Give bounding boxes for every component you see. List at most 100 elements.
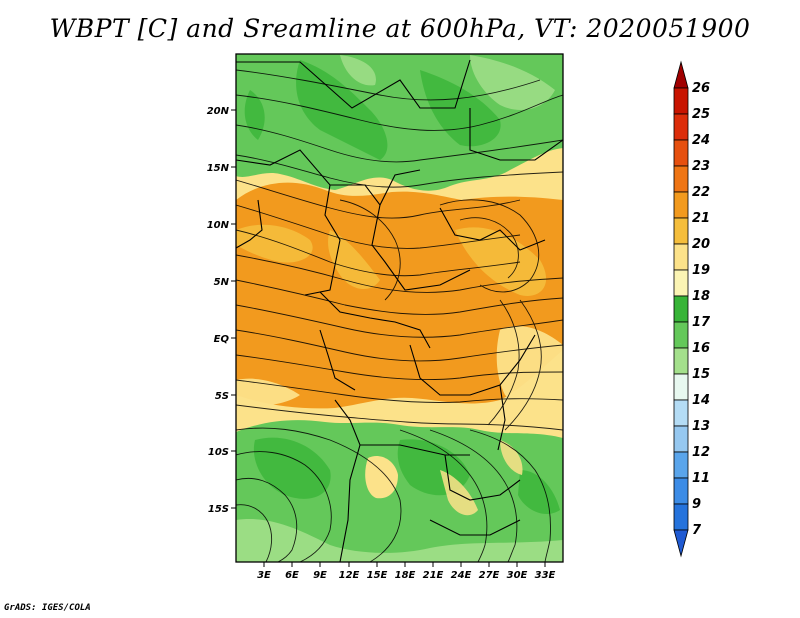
lon-tick-label: 27E xyxy=(479,570,500,581)
streamline xyxy=(236,69,541,101)
streamline xyxy=(236,279,563,315)
lat-axis: 20N 15N 10N 5N EQ 5S 10S 15S xyxy=(207,106,236,515)
wbpt-field xyxy=(236,54,563,562)
streamline xyxy=(236,404,563,431)
lon-tick: 9E xyxy=(313,562,327,581)
border-line xyxy=(497,384,506,451)
colorbar-block xyxy=(673,165,689,193)
border-line xyxy=(236,59,471,109)
lat-tick-label: 15N xyxy=(207,163,230,174)
lon-tick-label: 21E xyxy=(423,570,444,581)
streamline xyxy=(236,154,563,188)
colorbar-block xyxy=(673,321,689,349)
colorbar-labels: 26 25 24 23 22 21 20 19 18 17 16 15 14 1… xyxy=(692,81,711,538)
colorbar-blocks xyxy=(673,60,689,558)
lat-tick: 20N xyxy=(207,106,236,117)
colorbar-block xyxy=(673,425,689,453)
colorbar-block xyxy=(673,347,689,375)
lon-tick-label: 12E xyxy=(339,570,360,581)
lat-tick: EQ xyxy=(214,334,236,345)
border-line xyxy=(469,108,563,161)
streamline xyxy=(236,124,563,163)
lon-tick-label: 15E xyxy=(367,570,388,581)
streamline xyxy=(236,451,332,562)
lon-tick-label: 6E xyxy=(285,570,299,581)
colorbar-block xyxy=(673,113,689,141)
lon-tick: 30E xyxy=(507,562,528,581)
streamlines xyxy=(236,69,563,562)
colorbar-block xyxy=(673,243,689,271)
field-south-darkgreen xyxy=(253,437,560,515)
grads-credit: GrADS: IGES/COLA xyxy=(4,603,91,613)
colorbar-label: 13 xyxy=(692,419,710,434)
colorbar-block xyxy=(673,503,689,531)
lon-axis: 3E 6E 9E 12E 15E 18E 21E 24E 27E 30E 33E xyxy=(257,562,556,581)
lon-tick-label: 33E xyxy=(535,570,556,581)
streamline xyxy=(236,504,273,562)
colorbar-label: 18 xyxy=(692,289,710,304)
colorbar-label: 19 xyxy=(692,263,710,278)
border-line xyxy=(439,207,546,251)
streamline xyxy=(236,204,521,249)
border-line xyxy=(319,291,431,349)
map-title: WBPT [C] and Sreamline at 600hPa, VT: 20… xyxy=(49,14,751,43)
streamline xyxy=(459,217,519,279)
colorbar-label: 14 xyxy=(692,393,710,408)
colorbar-block xyxy=(673,295,689,323)
border-line xyxy=(444,454,521,501)
lon-tick: 21E xyxy=(423,562,444,581)
border-line xyxy=(304,184,341,296)
lat-tick-label: EQ xyxy=(214,334,230,345)
lon-tick: 18E xyxy=(395,562,416,581)
streamline xyxy=(236,379,563,403)
lon-tick: 3E xyxy=(257,562,271,581)
streamline xyxy=(236,354,563,381)
colorbar-label: 26 xyxy=(692,81,710,96)
lat-tick-label: 5S xyxy=(215,391,229,402)
lat-tick: 15N xyxy=(207,163,236,174)
lon-tick-label: 24E xyxy=(451,570,472,581)
lon-tick-label: 9E xyxy=(313,570,327,581)
colorbar-block xyxy=(673,529,689,558)
lat-tick: 5S xyxy=(215,391,236,402)
field-north-darkgreen xyxy=(244,60,501,160)
field-south-lightgreen xyxy=(236,519,563,562)
streamline xyxy=(236,477,298,562)
border-line xyxy=(236,149,421,207)
colorbar-label: 17 xyxy=(692,315,711,330)
streamline xyxy=(236,427,402,562)
lon-tick: 15E xyxy=(367,562,388,581)
lon-tick: 12E xyxy=(339,562,360,581)
border-line xyxy=(236,199,263,249)
lat-tick-label: 5N xyxy=(214,277,230,288)
lon-tick: 24E xyxy=(451,562,472,581)
field-central-lighter xyxy=(236,224,547,296)
colorbar-label: 24 xyxy=(692,133,710,148)
streamline xyxy=(339,199,401,301)
streamline xyxy=(236,329,563,362)
colorbar-label: 7 xyxy=(692,523,702,538)
country-borders xyxy=(236,59,563,562)
field-central-pale xyxy=(236,325,563,420)
field-south-pale xyxy=(440,440,523,516)
lat-tick: 15S xyxy=(208,504,236,515)
streamline xyxy=(429,429,518,562)
colorbar-block xyxy=(673,139,689,167)
field-south-yellow-patch xyxy=(365,455,398,499)
colorbar-block xyxy=(673,87,689,115)
colorbar-block xyxy=(673,217,689,245)
border-line xyxy=(334,399,470,456)
lat-tick: 10N xyxy=(207,220,236,231)
colorbar-block xyxy=(673,373,689,401)
map-frame xyxy=(235,53,564,563)
lon-tick-label: 3E xyxy=(257,570,271,581)
streamline xyxy=(236,179,521,219)
lat-tick-label: 20N xyxy=(207,106,230,117)
streamline xyxy=(399,429,488,562)
colorbar-block xyxy=(673,191,689,219)
border-line xyxy=(339,444,361,562)
colorbar-label: 21 xyxy=(692,211,710,226)
lat-tick-label: 10N xyxy=(207,220,230,231)
streamline xyxy=(236,229,521,277)
